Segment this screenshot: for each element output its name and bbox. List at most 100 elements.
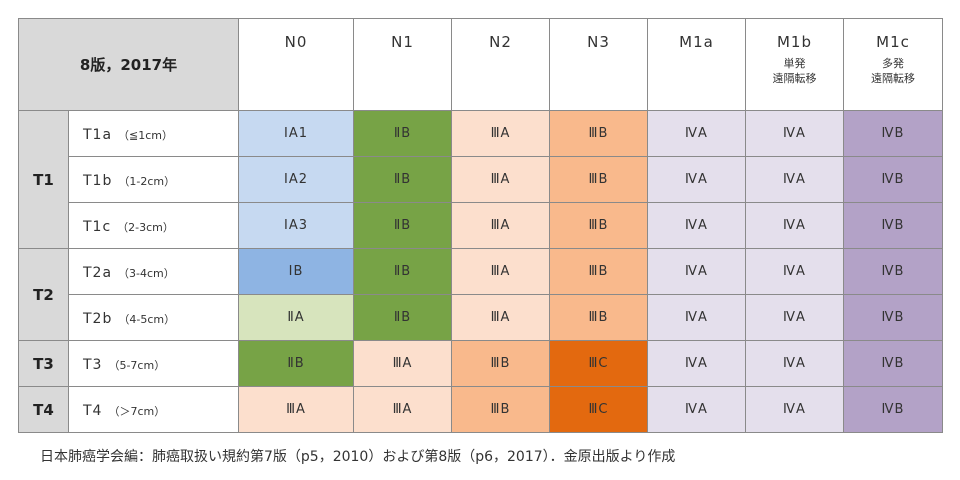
stage-cell: ⅣB (843, 248, 943, 295)
column-header-n3: N3 (549, 18, 648, 111)
t-subcategory-code: T1c (83, 219, 112, 235)
t-subcategory-code: T3 (83, 357, 103, 373)
t-subcategory-code: T4 (83, 403, 103, 419)
column-header-note-line: 多発 (882, 57, 904, 70)
column-header-m1c: M1c 多発 遠隔転移 (843, 18, 943, 111)
t-group-label: T3 (18, 340, 69, 387)
stage-cell: ⅣA (647, 110, 746, 157)
stage-cell: ⅣB (843, 386, 943, 433)
tnm-staging-table: 8版，2017年 N0 N1 N2 N3 M1a M1b (18, 18, 943, 433)
column-header-label: N3 (587, 33, 610, 51)
stage-cell: ⅢB (549, 294, 648, 341)
t-group-label: T4 (18, 386, 69, 433)
t-subcategory-code: T2b (83, 311, 113, 327)
stage-cell: ⅣA (745, 386, 844, 433)
stage-cell: ⅣA (745, 340, 844, 387)
column-header-m1b: M1b 単発 遠隔転移 (745, 18, 844, 111)
stage-cell: ⅢA (451, 110, 550, 157)
stage-cell: ⅣB (843, 340, 943, 387)
column-header-label: M1a (679, 33, 714, 51)
t-subcategory-label: T2a （3-4cm） (68, 248, 239, 295)
t-subcategory-label: T3 （5-7cm） (68, 340, 239, 387)
stage-cell: ⅢC (549, 386, 648, 433)
column-header-label: N1 (391, 33, 414, 51)
stage-cell: ⅡB (353, 248, 452, 295)
column-header-n2: N2 (451, 18, 550, 111)
table-row: T2b （4-5cm） ⅡA ⅡB ⅢA ⅢB ⅣA ⅣA ⅣB (19, 294, 943, 341)
stage-cell: ⅣA (647, 156, 746, 203)
header-row: 8版，2017年 N0 N1 N2 N3 M1a M1b (18, 18, 943, 111)
column-header-label: M1b (776, 33, 812, 51)
stage-cell: ⅣB (843, 202, 943, 249)
stage-cell: ⅣB (843, 110, 943, 157)
stage-cell: ⅡB (353, 294, 452, 341)
t-group-label: T2 (18, 248, 69, 341)
stage-cell: ⅡB (353, 202, 452, 249)
stage-cell: ⅣA (745, 294, 844, 341)
table-row: T1 T1a （≦1cm） ⅠA1 ⅡB ⅢA ⅢB ⅣA ⅣA ⅣB (18, 110, 943, 249)
stage-cell: ⅢB (451, 386, 550, 433)
stage-cell: ⅣA (745, 248, 844, 295)
column-header-label: N2 (489, 33, 512, 51)
t-subcategory-label: T4 （＞7cm） (68, 386, 239, 433)
t-subcategory-size: （≦1cm） (118, 129, 174, 142)
column-header-label: M1c (876, 33, 910, 51)
stage-cell: ⅠA3 (238, 202, 354, 249)
stage-cell: ⅡA (238, 294, 354, 341)
column-header-note: 単発 遠隔転移 (747, 56, 843, 86)
source-caption: 日本肺癌学会編：肺癌取扱い規約第7版（p5，2010）および第8版（p6，201… (40, 449, 676, 465)
t-subcategory-size: （1-2cm） (118, 175, 176, 188)
staging-table-body: T1 T1a （≦1cm） ⅠA1 ⅡB ⅢA ⅢB ⅣA ⅣA ⅣB T1b （1-2cm） ⅠA2 Ⅱ… (18, 110, 943, 433)
stage-cell: ⅣA (745, 202, 844, 249)
t-subcategory-label: T1b （1-2cm） (68, 156, 239, 203)
t-subcategory-label: T2b （4-5cm） (68, 294, 239, 341)
stage-cell: ⅣA (647, 294, 746, 341)
stage-cell: ⅢB (549, 248, 648, 295)
table-row: T1c （2-3cm） ⅠA3 ⅡB ⅢA ⅢB ⅣA ⅣA ⅣB (19, 202, 943, 249)
stage-cell: ⅢA (451, 248, 550, 295)
stage-cell: ⅢC (549, 340, 648, 387)
stage-cell: ⅡB (238, 340, 354, 387)
stage-cell: ⅣA (647, 248, 746, 295)
stage-cell: ⅠA2 (238, 156, 354, 203)
stage-cell: ⅢB (549, 110, 648, 157)
corner-label: 8版，2017年 (18, 18, 239, 111)
t-subcategory-label: T1c （2-3cm） (68, 202, 239, 249)
table-row: T2 T2a （3-4cm） ⅠB ⅡB ⅢA ⅢB ⅣA ⅣA ⅣB (18, 248, 943, 341)
stage-cell: ⅡB (353, 110, 452, 157)
stage-cell: ⅢB (549, 202, 648, 249)
t-subcategory-size: （5-7cm） (108, 359, 166, 372)
column-header-note-line: 単発 (783, 57, 806, 70)
stage-cell: ⅠB (238, 248, 354, 295)
table-row: T1b （1-2cm） ⅠA2 ⅡB ⅢA ⅢB ⅣA ⅣA ⅣB (19, 156, 943, 203)
stage-cell: ⅡB (353, 156, 452, 203)
table-row: T3 T3 （5-7cm） ⅡB ⅢA ⅢB ⅢC ⅣA ⅣA ⅣB (18, 340, 943, 387)
stage-cell: ⅢA (353, 386, 452, 433)
t-subcategory-size: （＞7cm） (108, 405, 166, 418)
t-subcategory-size: （4-5cm） (118, 313, 176, 326)
stage-cell: ⅢA (451, 202, 550, 249)
column-header-n0: N0 (238, 18, 354, 111)
stage-cell: ⅣA (647, 386, 746, 433)
stage-cell: ⅣA (647, 340, 746, 387)
column-header-note-line: 遠隔転移 (772, 72, 817, 85)
t-subcategory-size: （2-3cm） (117, 221, 174, 234)
stage-cell: ⅢA (238, 386, 354, 433)
column-header-n1: N1 (353, 18, 452, 111)
column-header-note: 多発 遠隔転移 (845, 56, 942, 86)
stage-cell: ⅣB (843, 156, 943, 203)
stage-cell: ⅢA (353, 340, 452, 387)
stage-cell: ⅢA (451, 294, 550, 341)
t-subcategory-code: T2a (83, 265, 113, 281)
stage-cell: ⅢA (451, 156, 550, 203)
staging-table-container: 8版，2017年 N0 N1 N2 N3 M1a M1b (18, 18, 943, 433)
stage-cell: ⅣA (647, 202, 746, 249)
t-subcategory-label: T1a （≦1cm） (68, 110, 239, 157)
t-group-label: T1 (18, 110, 69, 249)
column-header-note-line: 遠隔転移 (871, 72, 915, 85)
column-header-m1a: M1a (647, 18, 746, 111)
stage-cell: ⅣA (745, 110, 844, 157)
column-header-label: N0 (284, 33, 308, 51)
stage-cell: ⅣA (745, 156, 844, 203)
stage-cell: ⅣB (843, 294, 943, 341)
